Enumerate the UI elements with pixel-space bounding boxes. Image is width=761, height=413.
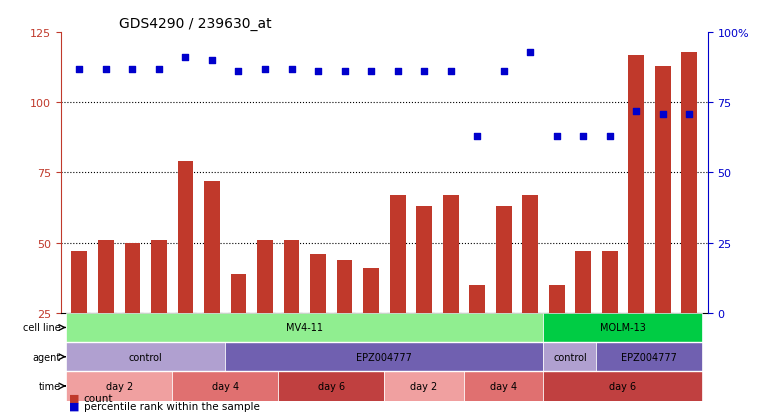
Bar: [654, 66, 670, 383]
Point: [603, 133, 616, 140]
FancyBboxPatch shape: [464, 371, 543, 401]
Text: cell line: cell line: [23, 323, 61, 332]
Point: [100, 66, 112, 73]
Bar: [522, 195, 538, 383]
Bar: [257, 240, 273, 383]
Text: agent: agent: [33, 352, 61, 362]
Point: [180, 55, 192, 62]
Text: day 4: day 4: [212, 381, 239, 391]
Text: ■: ■: [68, 401, 79, 411]
Point: [285, 66, 298, 73]
Bar: [177, 162, 193, 383]
Text: day 4: day 4: [490, 381, 517, 391]
FancyBboxPatch shape: [543, 342, 597, 371]
Point: [657, 111, 669, 118]
Bar: [416, 206, 432, 383]
Text: day 2: day 2: [106, 381, 133, 391]
Point: [312, 69, 324, 76]
Point: [683, 111, 696, 118]
Bar: [310, 254, 326, 383]
Point: [471, 133, 483, 140]
Bar: [628, 55, 644, 383]
Point: [153, 66, 165, 73]
Bar: [98, 240, 114, 383]
Text: GDS4290 / 239630_at: GDS4290 / 239630_at: [119, 17, 272, 31]
FancyBboxPatch shape: [66, 342, 225, 371]
Bar: [151, 240, 167, 383]
Bar: [602, 252, 618, 383]
FancyBboxPatch shape: [66, 371, 172, 401]
Text: day 2: day 2: [410, 381, 438, 391]
Point: [550, 133, 562, 140]
FancyBboxPatch shape: [66, 313, 543, 342]
Text: day 6: day 6: [318, 381, 345, 391]
Text: ■: ■: [68, 393, 79, 403]
Text: count: count: [84, 393, 113, 403]
Bar: [443, 195, 459, 383]
Text: MOLM-13: MOLM-13: [600, 323, 646, 332]
Point: [630, 108, 642, 115]
FancyBboxPatch shape: [225, 342, 543, 371]
Text: EPZ004777: EPZ004777: [622, 352, 677, 362]
Text: time: time: [39, 381, 61, 391]
Point: [365, 69, 377, 76]
Bar: [363, 268, 379, 383]
Bar: [495, 206, 511, 383]
Point: [418, 69, 430, 76]
Bar: [125, 243, 141, 383]
Bar: [390, 195, 406, 383]
Point: [577, 133, 589, 140]
Bar: [72, 252, 88, 383]
Text: control: control: [553, 352, 587, 362]
FancyBboxPatch shape: [597, 342, 702, 371]
Text: MV4-11: MV4-11: [286, 323, 323, 332]
Bar: [575, 252, 591, 383]
Bar: [681, 52, 697, 383]
Point: [259, 66, 271, 73]
FancyBboxPatch shape: [543, 371, 702, 401]
Point: [524, 49, 537, 56]
Text: day 6: day 6: [610, 381, 636, 391]
Bar: [469, 285, 485, 383]
Point: [339, 69, 351, 76]
Bar: [549, 285, 565, 383]
Point: [444, 69, 457, 76]
Point: [73, 66, 85, 73]
Bar: [336, 260, 352, 383]
Text: control: control: [129, 352, 163, 362]
FancyBboxPatch shape: [384, 371, 464, 401]
FancyBboxPatch shape: [279, 371, 384, 401]
FancyBboxPatch shape: [543, 313, 702, 342]
Point: [391, 69, 403, 76]
Text: EPZ004777: EPZ004777: [356, 352, 412, 362]
Point: [126, 66, 139, 73]
FancyBboxPatch shape: [172, 371, 279, 401]
Point: [498, 69, 510, 76]
Bar: [231, 274, 247, 383]
Bar: [284, 240, 300, 383]
Point: [232, 69, 244, 76]
Bar: [204, 181, 220, 383]
Text: percentile rank within the sample: percentile rank within the sample: [84, 401, 260, 411]
Point: [206, 58, 218, 64]
